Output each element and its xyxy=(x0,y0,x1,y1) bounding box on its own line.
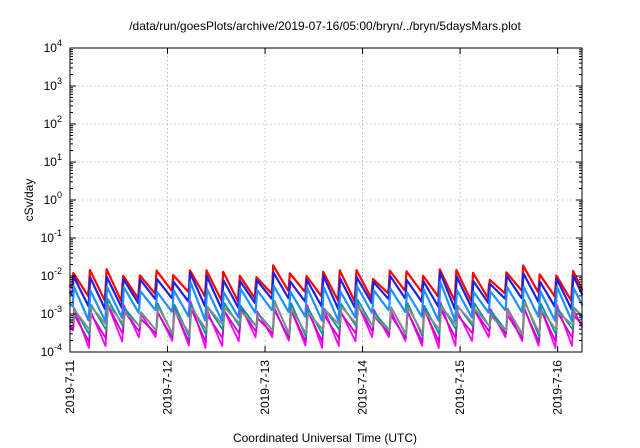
x-axis-label: Coordinated Universal Time (UTC) xyxy=(233,431,417,445)
x-tick-label: 2019-7-15 xyxy=(453,360,467,415)
y-tick-label: 10-3 xyxy=(41,304,62,321)
x-tick-label: 2019-7-13 xyxy=(258,360,272,415)
series-line xyxy=(68,271,584,311)
y-tick-labels: 10-4 10-3 10-2 10-1 100 101 102 103 104 xyxy=(41,38,62,359)
x-tick-labels: 2019-7-11 2019-7-12 2019-7-13 2019-7-14 2019… xyxy=(63,360,565,415)
y-tick-label: 10-4 xyxy=(41,342,62,359)
y-tick-label: 10-1 xyxy=(41,228,62,245)
chart-title: /data/run/goesPlots/archive/2019-07-16/0… xyxy=(129,19,521,33)
x-tick-label: 2019-7-16 xyxy=(551,360,565,415)
y-tick-label: 102 xyxy=(44,114,62,131)
series-line xyxy=(68,280,584,323)
y-tick-label: 10-2 xyxy=(41,266,62,283)
y-tick-label: 103 xyxy=(44,76,62,93)
axis-ticks xyxy=(69,47,582,353)
series-line xyxy=(69,301,583,336)
y-axis-label: cSv/day xyxy=(22,179,36,222)
x-tick-label: 2019-7-14 xyxy=(356,360,370,415)
y-tick-label: 100 xyxy=(44,190,62,207)
x-tick-label: 2019-7-12 xyxy=(161,360,175,415)
y-tick-label: 104 xyxy=(44,38,62,55)
series-group xyxy=(68,264,584,349)
y-tick-label: 101 xyxy=(44,152,62,169)
x-tick-label: 2019-7-11 xyxy=(63,360,77,414)
